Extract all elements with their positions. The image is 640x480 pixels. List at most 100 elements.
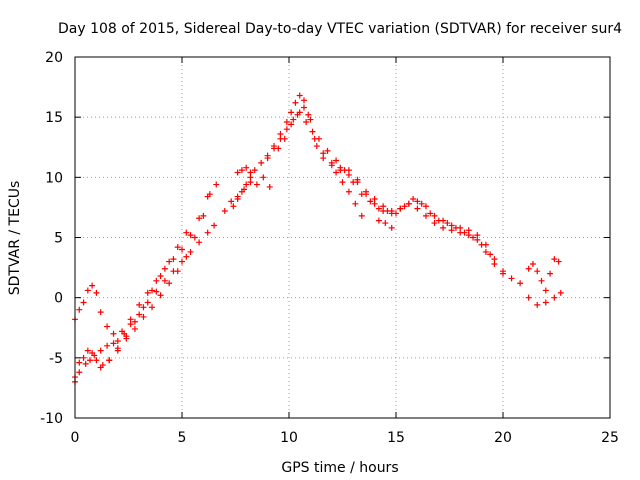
- data-point: [448, 227, 455, 234]
- data-point: [478, 241, 485, 248]
- data-point: [500, 270, 506, 277]
- y-tick-label: 0: [54, 291, 63, 307]
- data-point: [341, 167, 348, 174]
- data-point: [153, 277, 160, 284]
- data-point: [427, 210, 434, 217]
- data-point: [474, 236, 481, 243]
- data-point: [204, 193, 211, 200]
- data-point: [281, 135, 288, 142]
- data-point: [93, 289, 100, 296]
- data-point: [84, 347, 91, 354]
- data-point: [414, 198, 421, 205]
- data-point: [382, 220, 389, 227]
- data-point: [86, 357, 93, 364]
- data-point: [375, 205, 382, 212]
- x-tick-label: 0: [71, 430, 80, 446]
- data-point: [76, 306, 83, 313]
- data-point: [93, 357, 100, 364]
- series-track-I: [375, 217, 395, 231]
- data-point: [435, 217, 442, 224]
- data-point: [358, 191, 365, 198]
- data-point: [288, 109, 295, 116]
- data-point: [534, 301, 541, 308]
- grid: [75, 57, 610, 418]
- data-point: [275, 145, 282, 152]
- data-point: [161, 265, 168, 272]
- data-point: [452, 224, 459, 231]
- x-tick-label: 20: [494, 430, 512, 446]
- data-point: [444, 220, 451, 227]
- data-point: [324, 147, 331, 154]
- data-point: [149, 287, 156, 294]
- data-point: [228, 198, 235, 205]
- data-point: [119, 328, 126, 335]
- data-point: [243, 164, 250, 171]
- data-point: [283, 126, 290, 133]
- data-point: [345, 188, 352, 195]
- data-point: [136, 311, 143, 318]
- data-point: [313, 143, 320, 150]
- data-point: [234, 169, 241, 176]
- data-point: [358, 212, 365, 219]
- data-point: [247, 179, 254, 186]
- data-point: [339, 179, 346, 186]
- data-point: [166, 280, 173, 287]
- data-point: [422, 212, 429, 219]
- data-point: [89, 350, 96, 357]
- data-point: [97, 309, 104, 316]
- x-tick-label: 10: [280, 430, 298, 446]
- data-point: [401, 203, 408, 210]
- data-point: [241, 186, 248, 193]
- data-point: [320, 150, 327, 157]
- data-point: [294, 111, 301, 118]
- data-point: [410, 195, 417, 202]
- data-point: [211, 222, 218, 229]
- data-point: [110, 330, 117, 337]
- data-point: [104, 323, 111, 330]
- data-point: [333, 169, 340, 176]
- x-axis-label: GPS time / hours: [281, 460, 398, 476]
- data-point: [258, 159, 265, 166]
- data-point: [461, 229, 468, 236]
- data-point: [183, 253, 190, 260]
- chart-title: Day 108 of 2015, Sidereal Day-to-day VTE…: [58, 21, 622, 37]
- data-point: [422, 203, 429, 210]
- data-point: [482, 248, 489, 255]
- data-point: [465, 232, 472, 239]
- axis-ticks: 0 5 10 15 20 25 -10 -5 0 5 10 15 20: [40, 50, 619, 446]
- data-point: [555, 258, 562, 265]
- data-point: [144, 299, 151, 306]
- data-point: [260, 174, 267, 181]
- data-point: [266, 183, 273, 190]
- series-track-H: [333, 169, 365, 219]
- data-point: [170, 256, 177, 263]
- series-track-J: [221, 174, 273, 215]
- data-point: [221, 208, 228, 215]
- data-point: [534, 268, 541, 275]
- data-point: [247, 169, 254, 176]
- data-point: [315, 135, 322, 142]
- data-point: [82, 360, 89, 367]
- data-point: [80, 299, 87, 306]
- series-track-L: [525, 256, 562, 294]
- x-tick-label: 5: [178, 430, 187, 446]
- data-point: [104, 342, 111, 349]
- data-point: [187, 232, 194, 239]
- data-point: [174, 268, 181, 275]
- data-point: [213, 181, 220, 188]
- data-point: [127, 316, 134, 323]
- data-point: [517, 280, 524, 287]
- data-point: [487, 251, 494, 258]
- data-point: [123, 333, 130, 340]
- data-point: [114, 345, 121, 352]
- data-point: [253, 181, 260, 188]
- y-tick-label: 10: [45, 170, 63, 186]
- data-point: [283, 118, 290, 125]
- data-point: [508, 275, 515, 282]
- data-point: [418, 200, 425, 207]
- data-point: [264, 155, 271, 162]
- data-point: [309, 128, 316, 135]
- data-point: [106, 357, 113, 364]
- data-point: [303, 118, 310, 125]
